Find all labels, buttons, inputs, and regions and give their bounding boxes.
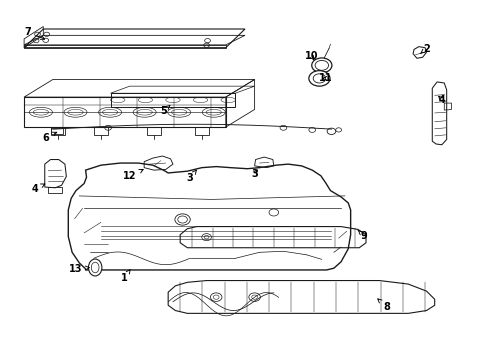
Text: 3: 3: [186, 170, 196, 183]
Text: 10: 10: [304, 51, 318, 61]
Ellipse shape: [89, 259, 102, 276]
Text: 12: 12: [123, 170, 143, 181]
Text: 5: 5: [160, 105, 170, 116]
Circle shape: [175, 214, 190, 225]
Text: 3: 3: [251, 168, 258, 179]
Text: 13: 13: [69, 264, 89, 274]
Text: 2: 2: [420, 44, 430, 54]
Text: 4: 4: [32, 184, 45, 194]
Text: 9: 9: [358, 230, 368, 241]
Text: 7: 7: [24, 27, 45, 39]
Text: 6: 6: [42, 132, 57, 143]
Circle shape: [309, 71, 330, 86]
Text: 4: 4: [439, 95, 445, 104]
Text: 11: 11: [319, 73, 332, 84]
Text: 1: 1: [121, 270, 130, 283]
Text: 8: 8: [378, 299, 390, 312]
